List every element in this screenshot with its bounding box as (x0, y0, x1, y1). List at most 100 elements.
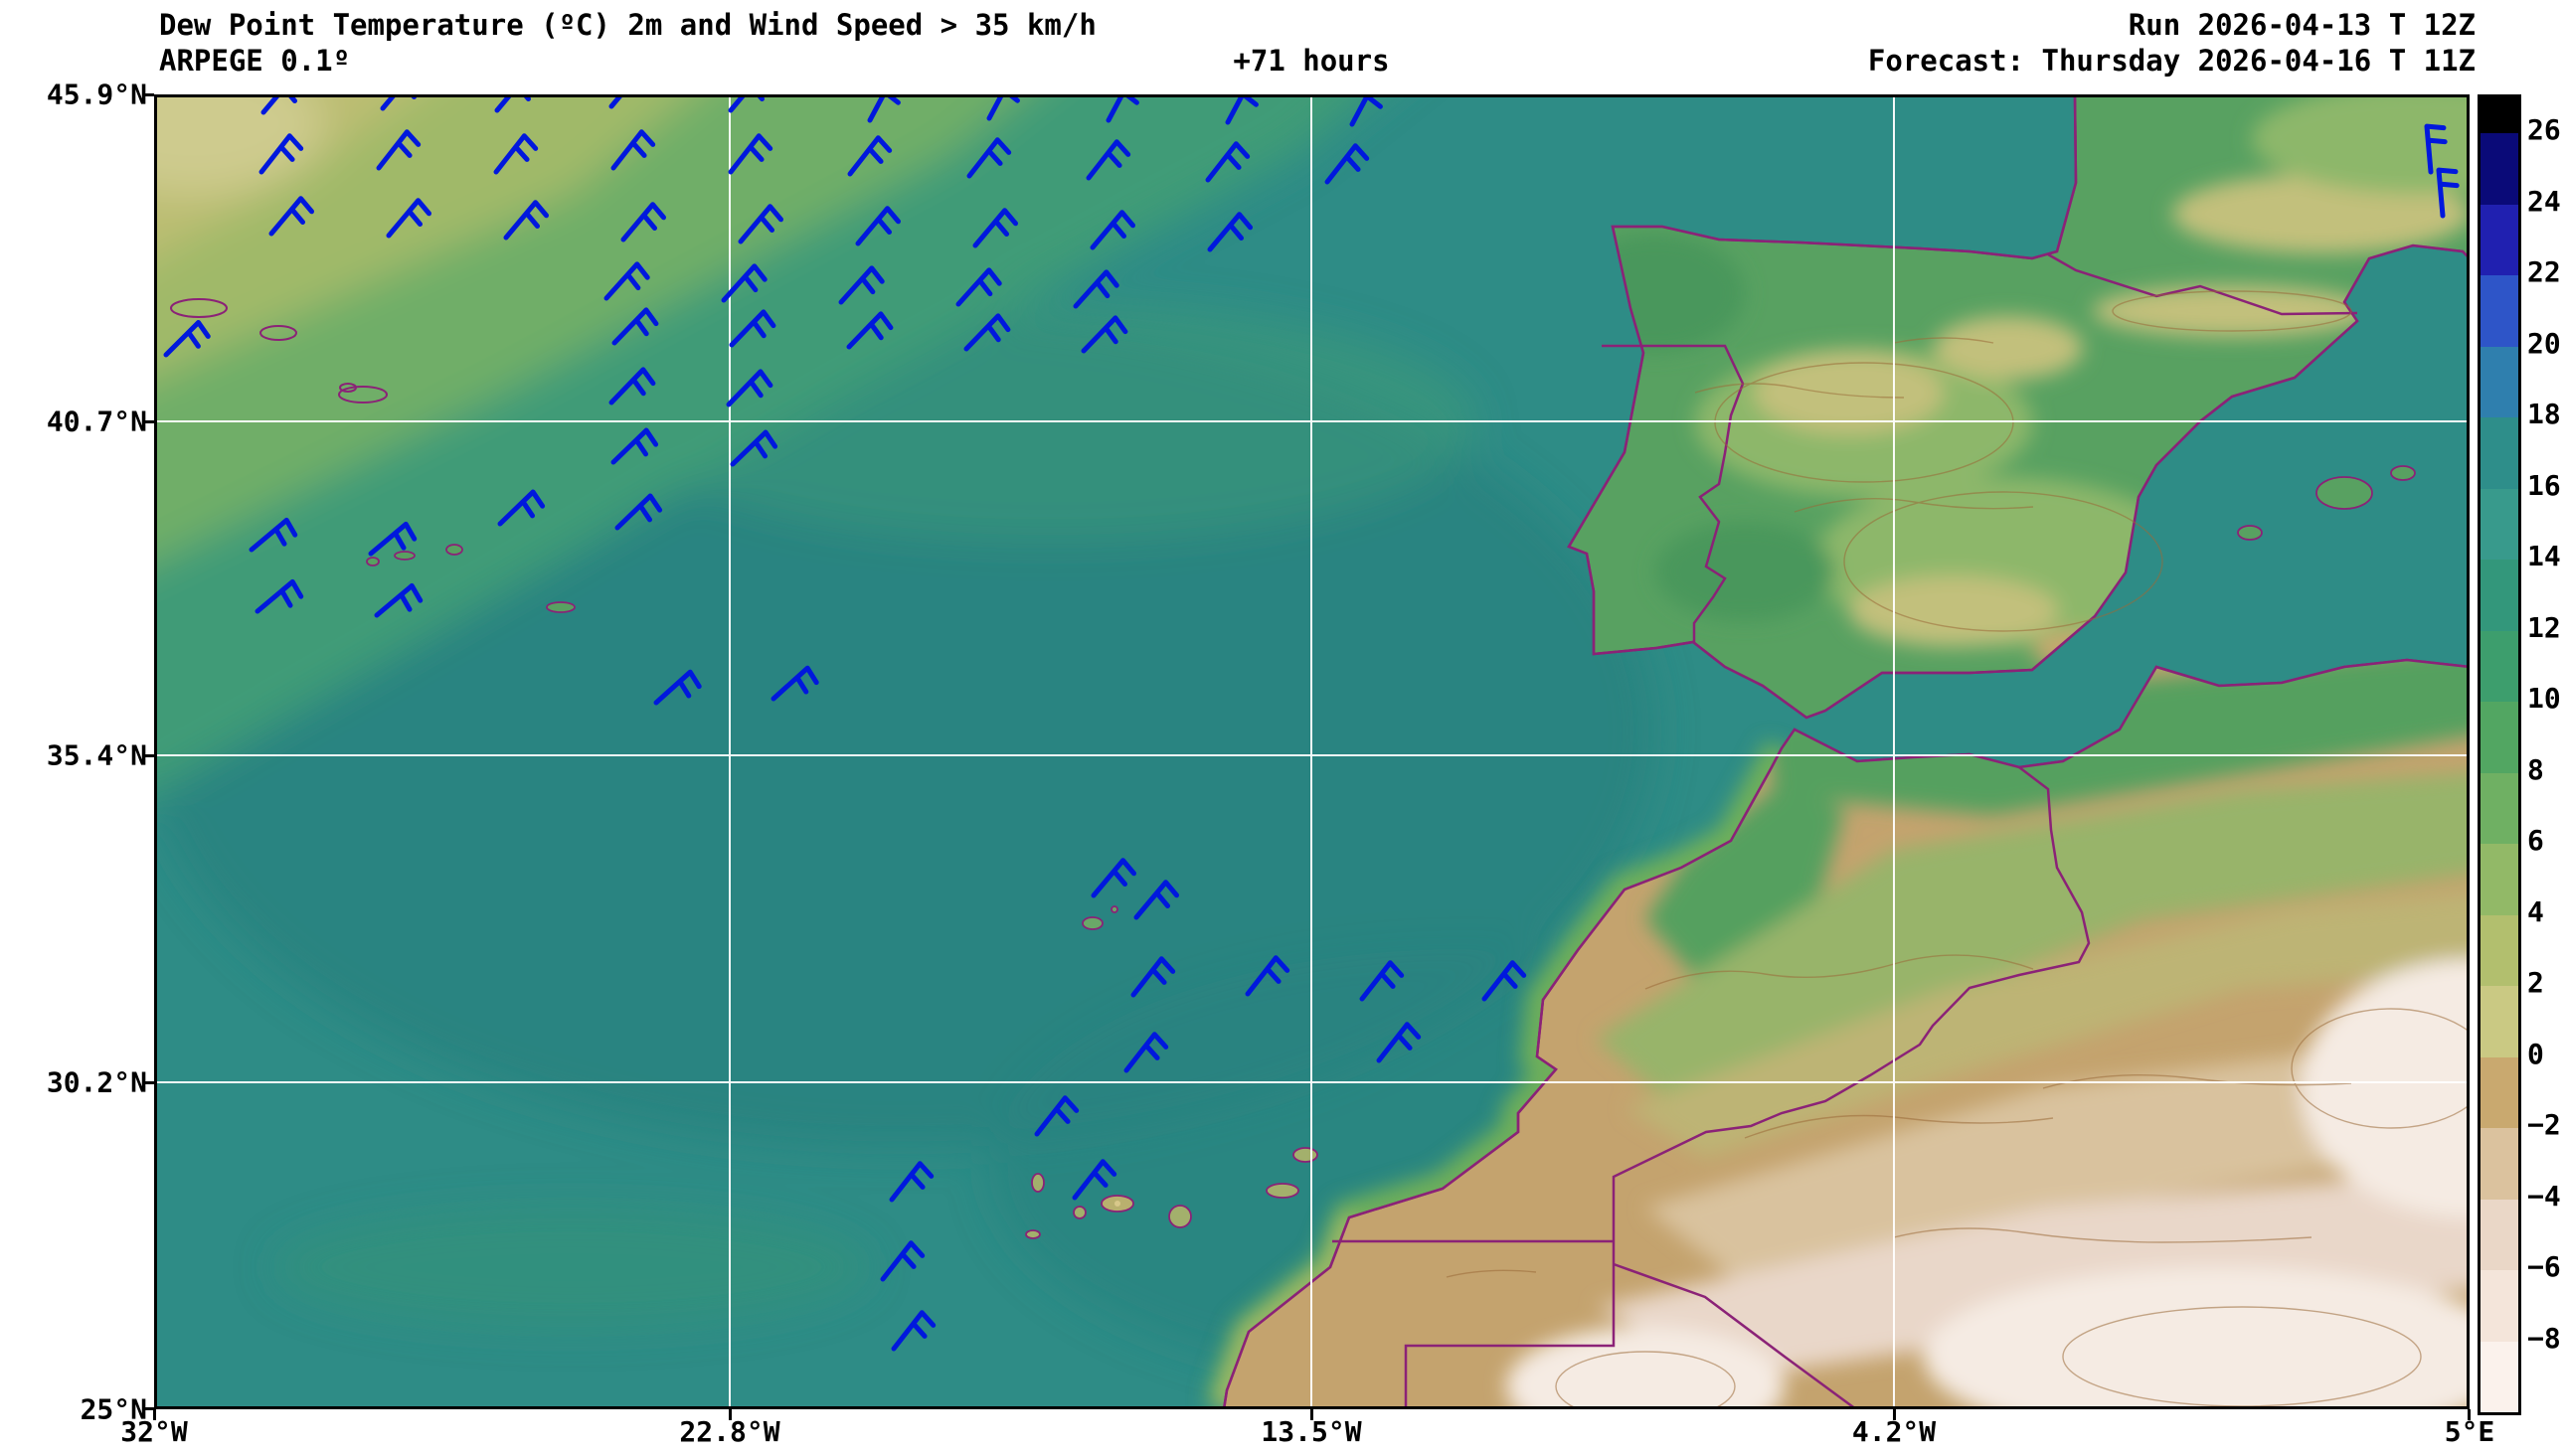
wind-barb (1072, 1159, 1117, 1201)
wind-barb (503, 200, 549, 241)
colorbar-segment (2481, 275, 2518, 347)
wind-barb (497, 489, 546, 527)
colorbar-tick-label: −2 (2527, 1108, 2561, 1141)
axis-tick (729, 1409, 732, 1420)
africa-terrain-shading (1506, 660, 2470, 1409)
colorbar-segment (2481, 986, 2518, 1057)
country-borders (1332, 252, 2358, 1409)
wind-barb (368, 521, 418, 557)
wind-barb (620, 202, 666, 243)
wind-barb (653, 669, 702, 706)
graticule (154, 94, 2470, 1409)
wind-barb (847, 135, 893, 177)
wind-barb (1349, 94, 1390, 127)
wind-barb (2436, 167, 2460, 219)
page-title: Dew Point Temperature (ºC) 2m and Wind S… (159, 8, 1097, 42)
colorbar-segment (2481, 204, 2518, 275)
wind-barb (1376, 1022, 1422, 1063)
wind-barb (738, 204, 783, 244)
wind-barb (1324, 143, 1370, 185)
colorbar-segment (2481, 133, 2518, 205)
wind-barb (1481, 960, 1527, 1002)
wind-barb (972, 208, 1018, 248)
run-info: Run 2026-04-13 T 12Z (2128, 8, 2476, 42)
y-tick-label: 40.7°N (46, 404, 147, 438)
plot-frame (154, 94, 2470, 1409)
wind-barb (1205, 141, 1251, 183)
wind-barb (268, 196, 314, 237)
colorbar-segment (2481, 1199, 2518, 1270)
wind-barb (1090, 210, 1135, 250)
wind-barb (249, 517, 298, 553)
colorbar-tick-label: 14 (2527, 540, 2561, 572)
axis-tick (1893, 1409, 1896, 1420)
wind-barb (493, 133, 539, 175)
wind-barb (376, 129, 422, 171)
colorbar-tick-label: 16 (2527, 468, 2561, 502)
colorbar-labels: 26 24 22 20 18 16 14 12 10 8 6 4 2 0 −2 −4 −6 −8 (2527, 94, 2567, 1409)
colorbar-tick-label: 2 (2527, 966, 2544, 999)
wind-barb (608, 94, 645, 109)
colorbar-segment (2481, 844, 2518, 915)
colorbar-segment (2481, 1056, 2518, 1128)
colorbar-tick-label: −4 (2527, 1179, 2561, 1213)
islands (366, 465, 2416, 1239)
axis-tick (143, 93, 154, 96)
wind-barb (163, 319, 211, 358)
wind-barb (1034, 1095, 1080, 1137)
wind-barb (2424, 123, 2448, 175)
colorbar-tick-label: 8 (2527, 752, 2544, 786)
wind-barb (1091, 858, 1136, 898)
axis-tick (2468, 1409, 2471, 1420)
wind-barb (891, 1310, 937, 1352)
colorbar-tick-label: −8 (2527, 1321, 2561, 1355)
colorbar-segment (2481, 560, 2518, 631)
wind-barb (258, 133, 304, 175)
wind-barb (1133, 880, 1179, 920)
y-tick-label: 25°N (80, 1392, 147, 1426)
africa-coastline (1222, 658, 2470, 1409)
wind-barb (770, 665, 819, 702)
x-tick-label: 13.5°W (1261, 1415, 1362, 1448)
wind-barb (1081, 315, 1128, 354)
axis-tick (1310, 1409, 1313, 1420)
wind-barb (728, 133, 773, 175)
forecast-valid: Forecast: Thursday 2026-04-16 T 11Z (1867, 44, 2476, 78)
wind-barb (1086, 139, 1131, 181)
wind-barb (721, 263, 768, 303)
axis-tick (153, 1409, 156, 1420)
colorbar-segment (2481, 630, 2518, 702)
wind-barb (1207, 212, 1253, 252)
wind-barb (610, 129, 656, 171)
colorbar-segment (2481, 702, 2518, 773)
wind-barb (614, 493, 663, 531)
wind-barb (255, 578, 304, 614)
forecast-lead: +71 hours (1233, 44, 1390, 78)
map-layers (154, 94, 2470, 1409)
colorbar-segment (2481, 772, 2518, 844)
axis-tick (143, 420, 154, 423)
colorbar-tick-label: 20 (2527, 326, 2561, 360)
wind-barb (855, 206, 901, 246)
wind-barb (610, 427, 659, 465)
forecast-map (154, 94, 2470, 1409)
colorbar-segment (2481, 417, 2518, 489)
colorbar-segment (2481, 488, 2518, 560)
wind-barb (729, 309, 776, 348)
wind-barb (730, 429, 778, 467)
colorbar-segment (2481, 346, 2518, 417)
wind-barb (386, 198, 431, 239)
colorbar-tick-label: 26 (2527, 113, 2561, 146)
colorbar-segment (2481, 97, 2518, 133)
ocean-contour-loops (170, 298, 388, 404)
wind-barb (846, 311, 894, 350)
model-name: ARPEGE 0.1º (159, 44, 351, 78)
colorbar-segment (2481, 1341, 2518, 1412)
colorbar (2478, 94, 2521, 1415)
wind-barb (1123, 1032, 1169, 1073)
colorbar-tick-label: 12 (2527, 610, 2561, 644)
colorbar-tick-label: 4 (2527, 894, 2544, 928)
wind-barb-layer (163, 94, 2460, 1352)
wind-barb (838, 265, 885, 305)
